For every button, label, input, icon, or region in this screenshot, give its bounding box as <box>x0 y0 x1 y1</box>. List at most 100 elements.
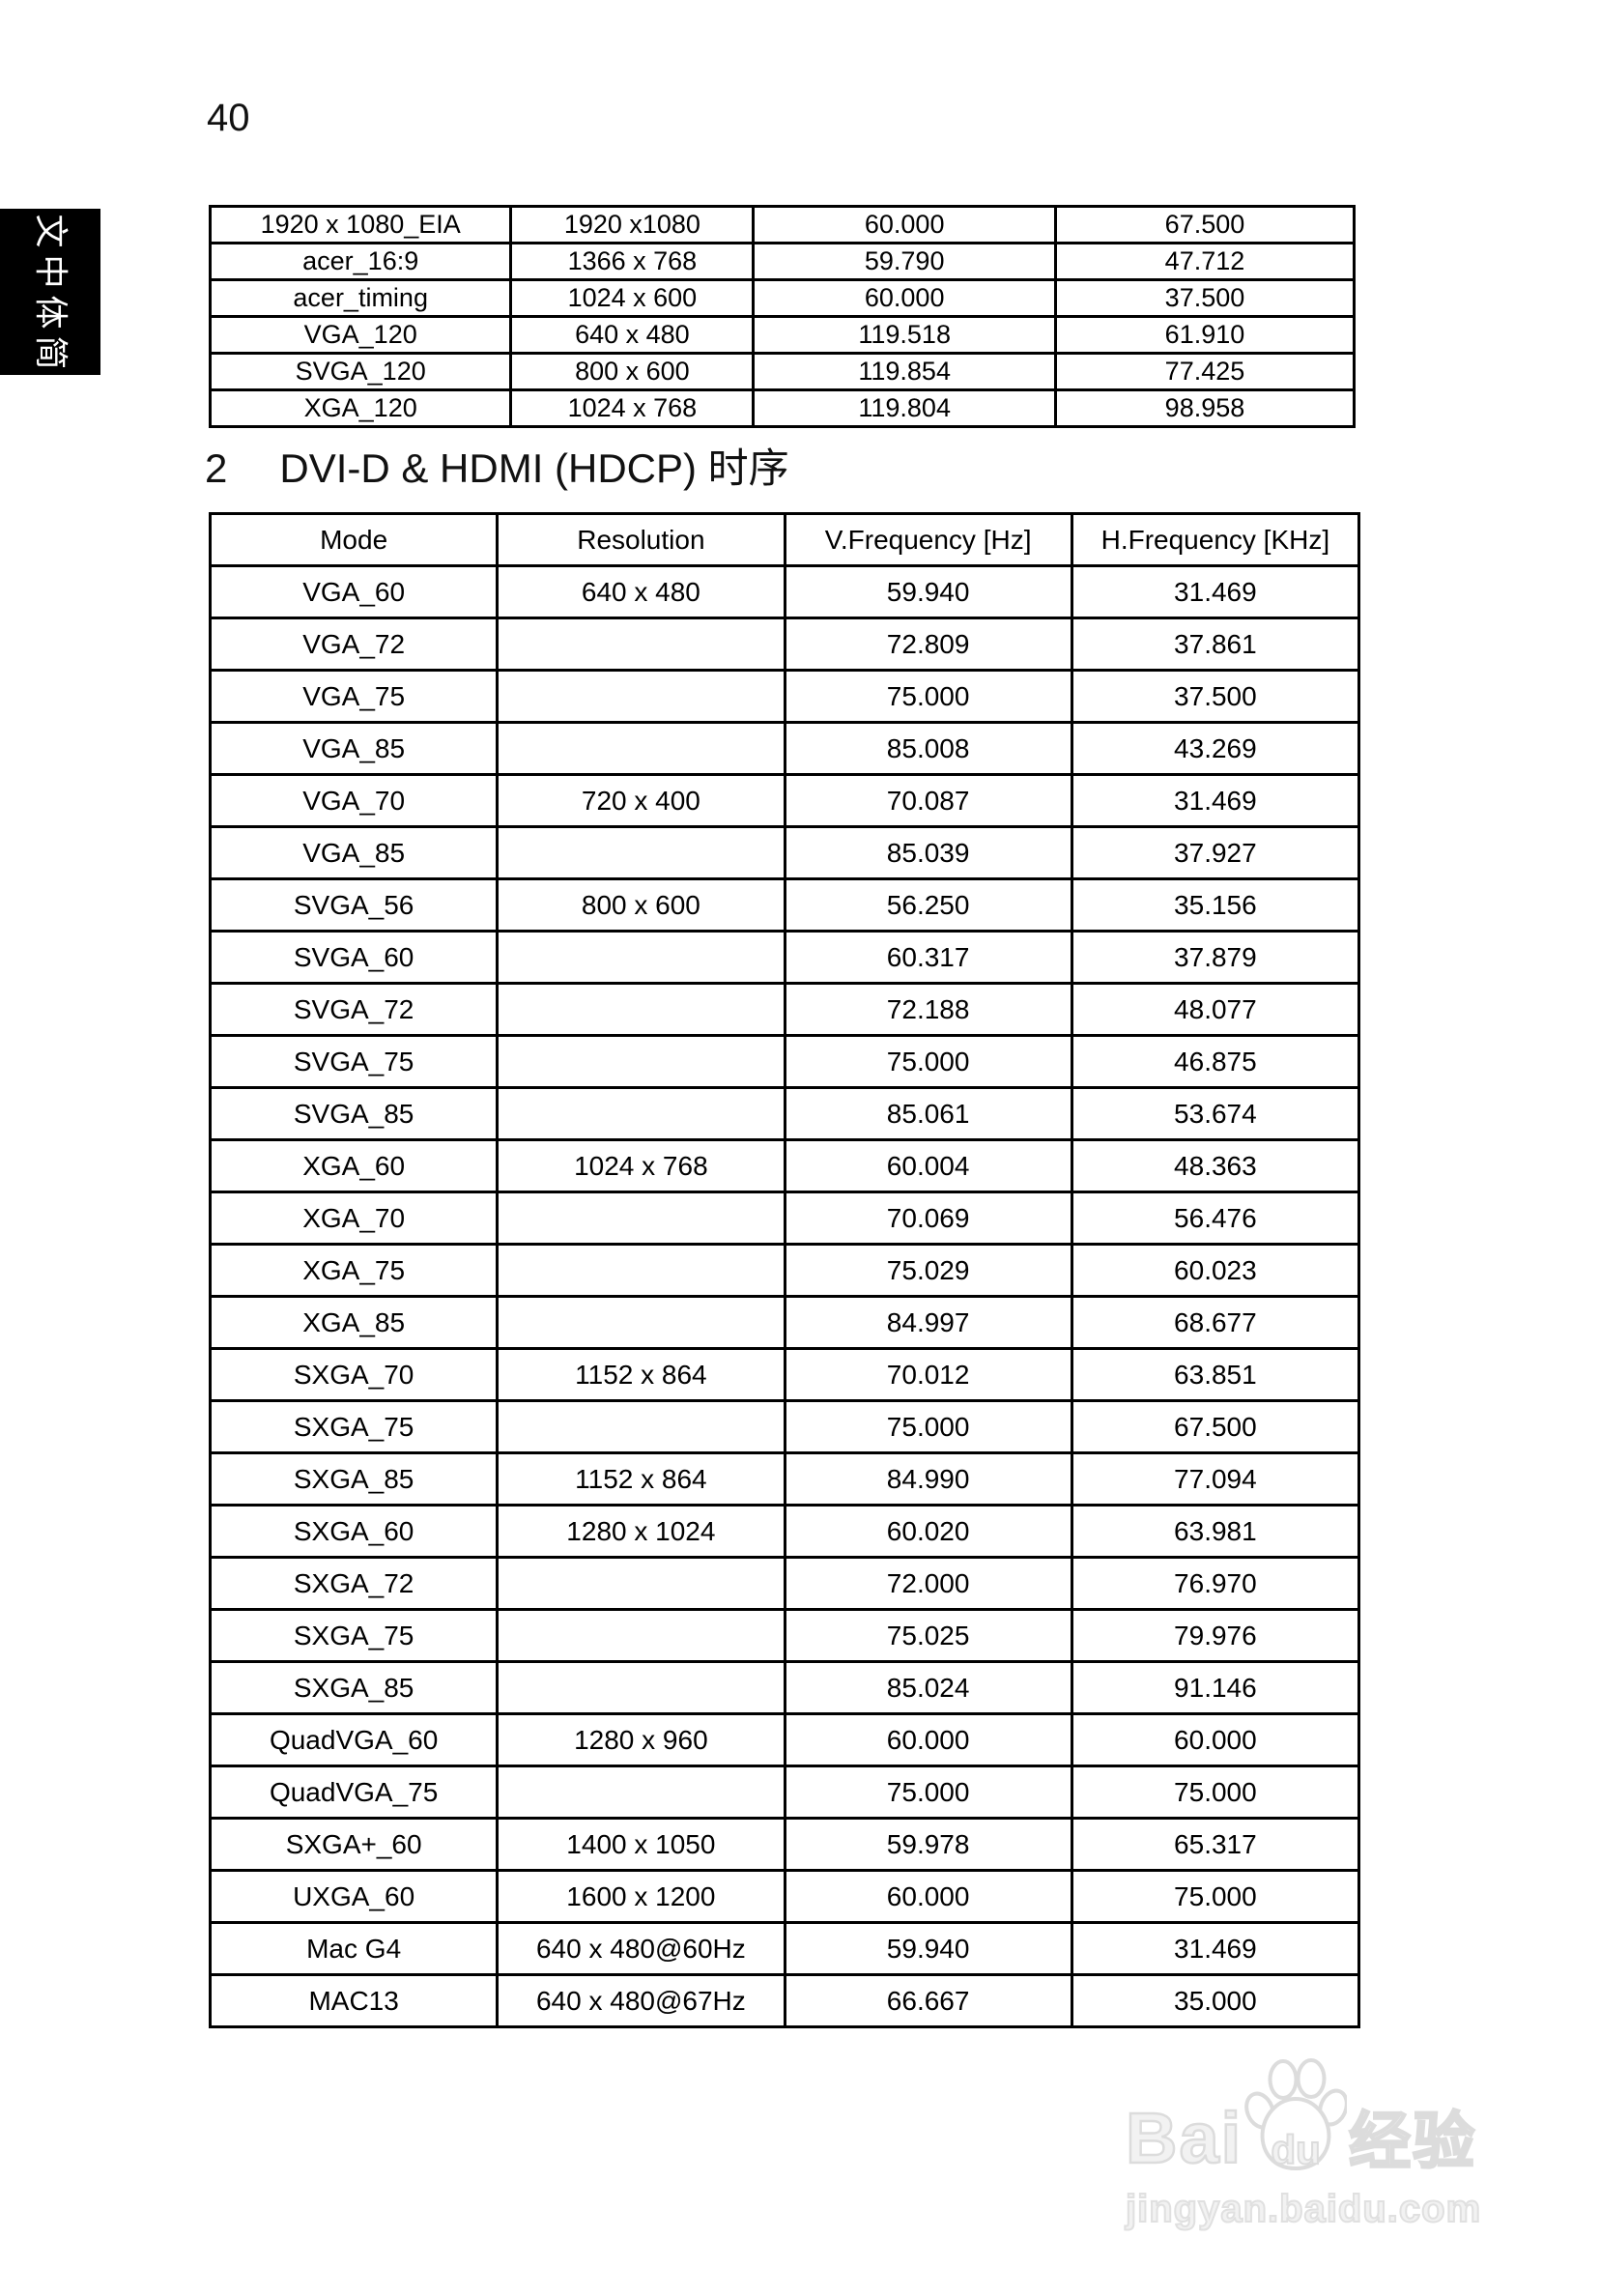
table-cell: 77.094 <box>1070 1451 1361 1507</box>
table-row: XGA_60 1024 x 768 60.004 48.363 <box>208 1138 1361 1193</box>
table-row: XGA_120 1024 x 768 119.804 98.958 <box>208 388 1357 428</box>
table-cell: 67.500 <box>1053 205 1357 244</box>
table-cell: 1024 x 768 <box>509 388 756 428</box>
table-cell <box>496 721 786 776</box>
table-cell: 46.875 <box>1070 1034 1361 1089</box>
table-cell: MAC13 <box>208 1973 500 2028</box>
table-row: XGA_75 75.029 60.023 <box>208 1243 1361 1298</box>
table-cell: QuadVGA_75 <box>208 1765 500 1820</box>
table-cell: 59.790 <box>752 242 1057 281</box>
table-cell: 91.146 <box>1070 1660 1361 1715</box>
table-row: VGA_120 640 x 480 119.518 61.910 <box>208 315 1357 355</box>
table-cell: 77.425 <box>1053 352 1357 391</box>
table-row: QuadVGA_60 1280 x 960 60.000 60.000 <box>208 1712 1361 1767</box>
dvi-hdmi-table-body: VGA_60 640 x 480 59.940 31.469 VGA_72 72.809 3… <box>208 564 1361 2028</box>
table-cell: 67.500 <box>1070 1399 1361 1454</box>
table-row: VGA_70 720 x 400 70.087 31.469 <box>208 773 1361 828</box>
table-cell: 61.910 <box>1053 315 1357 355</box>
table-cell: acer_16:9 <box>208 242 513 281</box>
table-cell <box>496 617 786 672</box>
table-cell: 47.712 <box>1053 242 1357 281</box>
table-cell: SVGA_56 <box>208 877 500 933</box>
language-tab-char: 简 <box>31 335 70 370</box>
table-cell: QuadVGA_60 <box>208 1712 500 1767</box>
table-cell: VGA_85 <box>208 825 500 880</box>
table-row: QuadVGA_75 75.000 75.000 <box>208 1765 1361 1820</box>
table-cell: VGA_85 <box>208 721 500 776</box>
table-cell: 35.000 <box>1070 1973 1361 2028</box>
table-row: VGA_60 640 x 480 59.940 31.469 <box>208 564 1361 619</box>
table-cell: 119.518 <box>752 315 1057 355</box>
section-number: 2 <box>205 445 228 491</box>
table-cell: 84.997 <box>783 1295 1073 1350</box>
analog-timing-table: 1920 x 1080_EIA 1920 x1080 60.000 67.500 ace… <box>208 205 1357 428</box>
table-cell: 1920 x 1080_EIA <box>208 205 513 244</box>
table-cell: 60.000 <box>783 1869 1073 1924</box>
table-cell: 35.156 <box>1070 877 1361 933</box>
table-cell: 63.851 <box>1070 1347 1361 1402</box>
watermark-logo: Bai du 经验 <box>1125 2054 1512 2178</box>
table-cell: SXGA_75 <box>208 1399 500 1454</box>
table-cell: 60.000 <box>783 1712 1073 1767</box>
table-cell: 75.000 <box>783 669 1073 724</box>
table-cell <box>496 1399 786 1454</box>
table-cell: 119.854 <box>752 352 1057 391</box>
table-cell: 75.000 <box>1070 1869 1361 1924</box>
table-cell <box>496 982 786 1037</box>
table-row: SXGA_70 1152 x 864 70.012 63.851 <box>208 1347 1361 1402</box>
section-title: DVI-D & HDMI (HDCP) 时序 <box>279 445 789 491</box>
table-cell: 800 x 600 <box>509 352 756 391</box>
table-cell: VGA_70 <box>208 773 500 828</box>
table-cell: SVGA_75 <box>208 1034 500 1089</box>
table-cell: 60.000 <box>1070 1712 1361 1767</box>
table-cell: 84.990 <box>783 1451 1073 1507</box>
table-cell <box>496 1295 786 1350</box>
table-cell <box>496 1191 786 1246</box>
table-cell: VGA_120 <box>208 315 513 355</box>
table-cell: SVGA_60 <box>208 930 500 985</box>
watermark-jingyan-text: 经验 <box>1348 2107 1477 2176</box>
table-cell: 640 x 480 <box>496 564 786 619</box>
table-cell: 48.077 <box>1070 982 1361 1037</box>
table-cell: 60.020 <box>783 1504 1073 1559</box>
table-cell: XGA_75 <box>208 1243 500 1298</box>
table-cell: 75.025 <box>783 1608 1073 1663</box>
column-header: V.Frequency [Hz] <box>783 512 1073 567</box>
table-row: SVGA_120 800 x 600 119.854 77.425 <box>208 352 1357 391</box>
table-cell: 53.674 <box>1070 1086 1361 1141</box>
table-cell: Mac G4 <box>208 1921 500 1976</box>
table-cell: 1600 x 1200 <box>496 1869 786 1924</box>
table-row: VGA_85 85.008 43.269 <box>208 721 1361 776</box>
table-cell: 56.250 <box>783 877 1073 933</box>
table-cell: SXGA_85 <box>208 1660 500 1715</box>
table-row: SXGA_60 1280 x 1024 60.020 63.981 <box>208 1504 1361 1559</box>
column-header: Resolution <box>496 512 786 567</box>
table-cell: 70.087 <box>783 773 1073 828</box>
table-cell: 37.861 <box>1070 617 1361 672</box>
table-cell: 1400 x 1050 <box>496 1817 786 1872</box>
table-cell: 60.317 <box>783 930 1073 985</box>
table-row: MAC13 640 x 480@67Hz 66.667 35.000 <box>208 1973 1361 2028</box>
table-cell: VGA_75 <box>208 669 500 724</box>
dvi-hdmi-timing-table: Mode Resolution V.Frequency [Hz] H.Frequenc… <box>208 512 1361 2028</box>
table-row: SVGA_75 75.000 46.875 <box>208 1034 1361 1089</box>
table-row: VGA_75 75.000 37.500 <box>208 669 1361 724</box>
table-row: XGA_85 84.997 68.677 <box>208 1295 1361 1350</box>
table-cell: 72.188 <box>783 982 1073 1037</box>
table-cell: SXGA_60 <box>208 1504 500 1559</box>
table-cell: 75.000 <box>1070 1765 1361 1820</box>
column-header: H.Frequency [KHz] <box>1070 512 1361 567</box>
table-cell: 68.677 <box>1070 1295 1361 1350</box>
table-cell <box>496 1086 786 1141</box>
table-cell: 800 x 600 <box>496 877 786 933</box>
table-cell: 75.000 <box>783 1034 1073 1089</box>
table-cell: 85.008 <box>783 721 1073 776</box>
table-cell: SXGA_85 <box>208 1451 500 1507</box>
table-cell: 1152 x 864 <box>496 1347 786 1402</box>
table-cell: 76.970 <box>1070 1556 1361 1611</box>
table-cell: 85.039 <box>783 825 1073 880</box>
table-cell: 640 x 480@60Hz <box>496 1921 786 1976</box>
table-cell: 59.940 <box>783 564 1073 619</box>
table-cell: 48.363 <box>1070 1138 1361 1193</box>
table-cell: SVGA_120 <box>208 352 513 391</box>
